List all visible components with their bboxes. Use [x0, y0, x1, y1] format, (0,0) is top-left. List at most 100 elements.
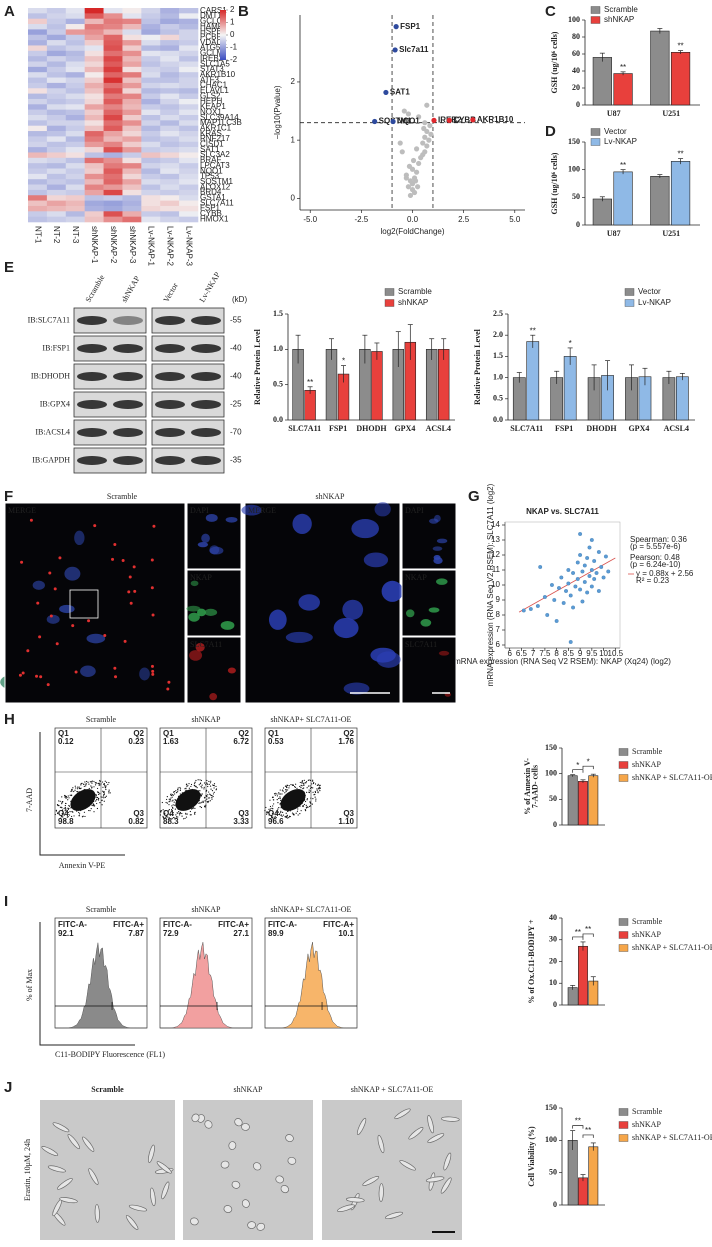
heatmap-cell [179, 56, 199, 62]
heatmap-cell [141, 216, 161, 223]
event [63, 814, 65, 816]
event [177, 788, 179, 790]
point [538, 565, 543, 569]
event [93, 805, 95, 807]
heatmap-cell [179, 13, 199, 19]
heatmap-cell [84, 50, 104, 57]
cell [374, 502, 391, 517]
heatmap-cell [46, 98, 67, 105]
cell [440, 1116, 460, 1122]
blot-band [77, 372, 107, 381]
colorbar-label: -2 [230, 55, 238, 64]
heatmap-cell [84, 216, 104, 223]
event [80, 787, 82, 789]
event [169, 814, 171, 816]
event [312, 782, 315, 785]
heatmap-cell [46, 131, 67, 137]
heatmap-cell [103, 61, 123, 68]
heatmap-cell [46, 24, 67, 30]
heatmap-cell [65, 72, 85, 78]
event [277, 811, 280, 813]
point [393, 24, 399, 30]
heatmap-cell [84, 77, 104, 84]
bar [325, 349, 338, 421]
row-label: RNF217 [200, 134, 230, 143]
event [57, 812, 59, 815]
point [413, 146, 420, 152]
event [172, 794, 174, 797]
heatmap-cell [179, 163, 199, 169]
heatmap-cell [28, 168, 48, 175]
event [105, 785, 107, 787]
heatmap-cell [160, 179, 180, 185]
event [168, 801, 170, 803]
error-bar [362, 334, 368, 364]
y-tick-label: 6 [496, 640, 501, 649]
event [168, 809, 170, 811]
event [85, 785, 87, 787]
bar [588, 775, 599, 826]
puncta [113, 666, 117, 670]
x-tick-label: 7 [531, 649, 536, 658]
event [177, 816, 179, 818]
cell [425, 1176, 445, 1183]
event [278, 813, 280, 816]
column-label: NT-3 [71, 226, 80, 244]
point [571, 605, 576, 610]
event [299, 812, 301, 815]
heatmap-cell [160, 152, 180, 159]
significance-bracket [582, 933, 594, 937]
point [596, 550, 601, 554]
event [292, 813, 294, 815]
image-title: shNKAP [234, 1085, 263, 1094]
colorbar-label: 0 [230, 30, 235, 39]
cell [362, 1176, 380, 1187]
puncta [166, 687, 170, 691]
heatmap-cell [103, 211, 123, 217]
event [159, 810, 162, 812]
point [580, 599, 585, 604]
heatmap-cell [160, 50, 180, 57]
event [311, 783, 313, 785]
row-label: TP53 [200, 172, 220, 181]
blot-band [155, 316, 185, 325]
heatmap-cell [160, 29, 180, 36]
heatmap-cell [160, 8, 180, 14]
event [195, 779, 197, 782]
event [88, 809, 90, 812]
bar [304, 390, 316, 421]
band-label: IB:GAPDH [32, 455, 70, 464]
point [578, 553, 583, 557]
event [279, 793, 281, 795]
gate [160, 1002, 252, 1010]
error-bar [605, 360, 611, 391]
event [276, 793, 278, 795]
cell [139, 667, 150, 681]
blot-band [191, 428, 221, 437]
heatmap-cell [179, 61, 199, 68]
event [68, 804, 70, 807]
heatmap-cell [179, 141, 199, 148]
error-bar [341, 365, 347, 383]
heatmap-cell [65, 98, 85, 105]
heatmap-cell [103, 40, 123, 46]
puncta [133, 589, 137, 593]
event [98, 783, 100, 785]
event [199, 782, 202, 784]
cell [241, 1123, 250, 1131]
heatmap-cell [141, 66, 161, 73]
x-tick-label: 6 [507, 649, 512, 658]
heatmap-cell [122, 189, 142, 196]
event [312, 779, 314, 781]
marker-label: -55 [230, 316, 242, 325]
heatmap-cell [160, 136, 180, 143]
bar [650, 30, 670, 106]
event [284, 792, 286, 794]
cell [337, 1204, 355, 1212]
cell [150, 1187, 156, 1207]
point-label: SAT1 [390, 88, 410, 97]
event [78, 811, 80, 814]
event [171, 800, 173, 802]
point [589, 568, 594, 572]
bar [563, 356, 577, 421]
